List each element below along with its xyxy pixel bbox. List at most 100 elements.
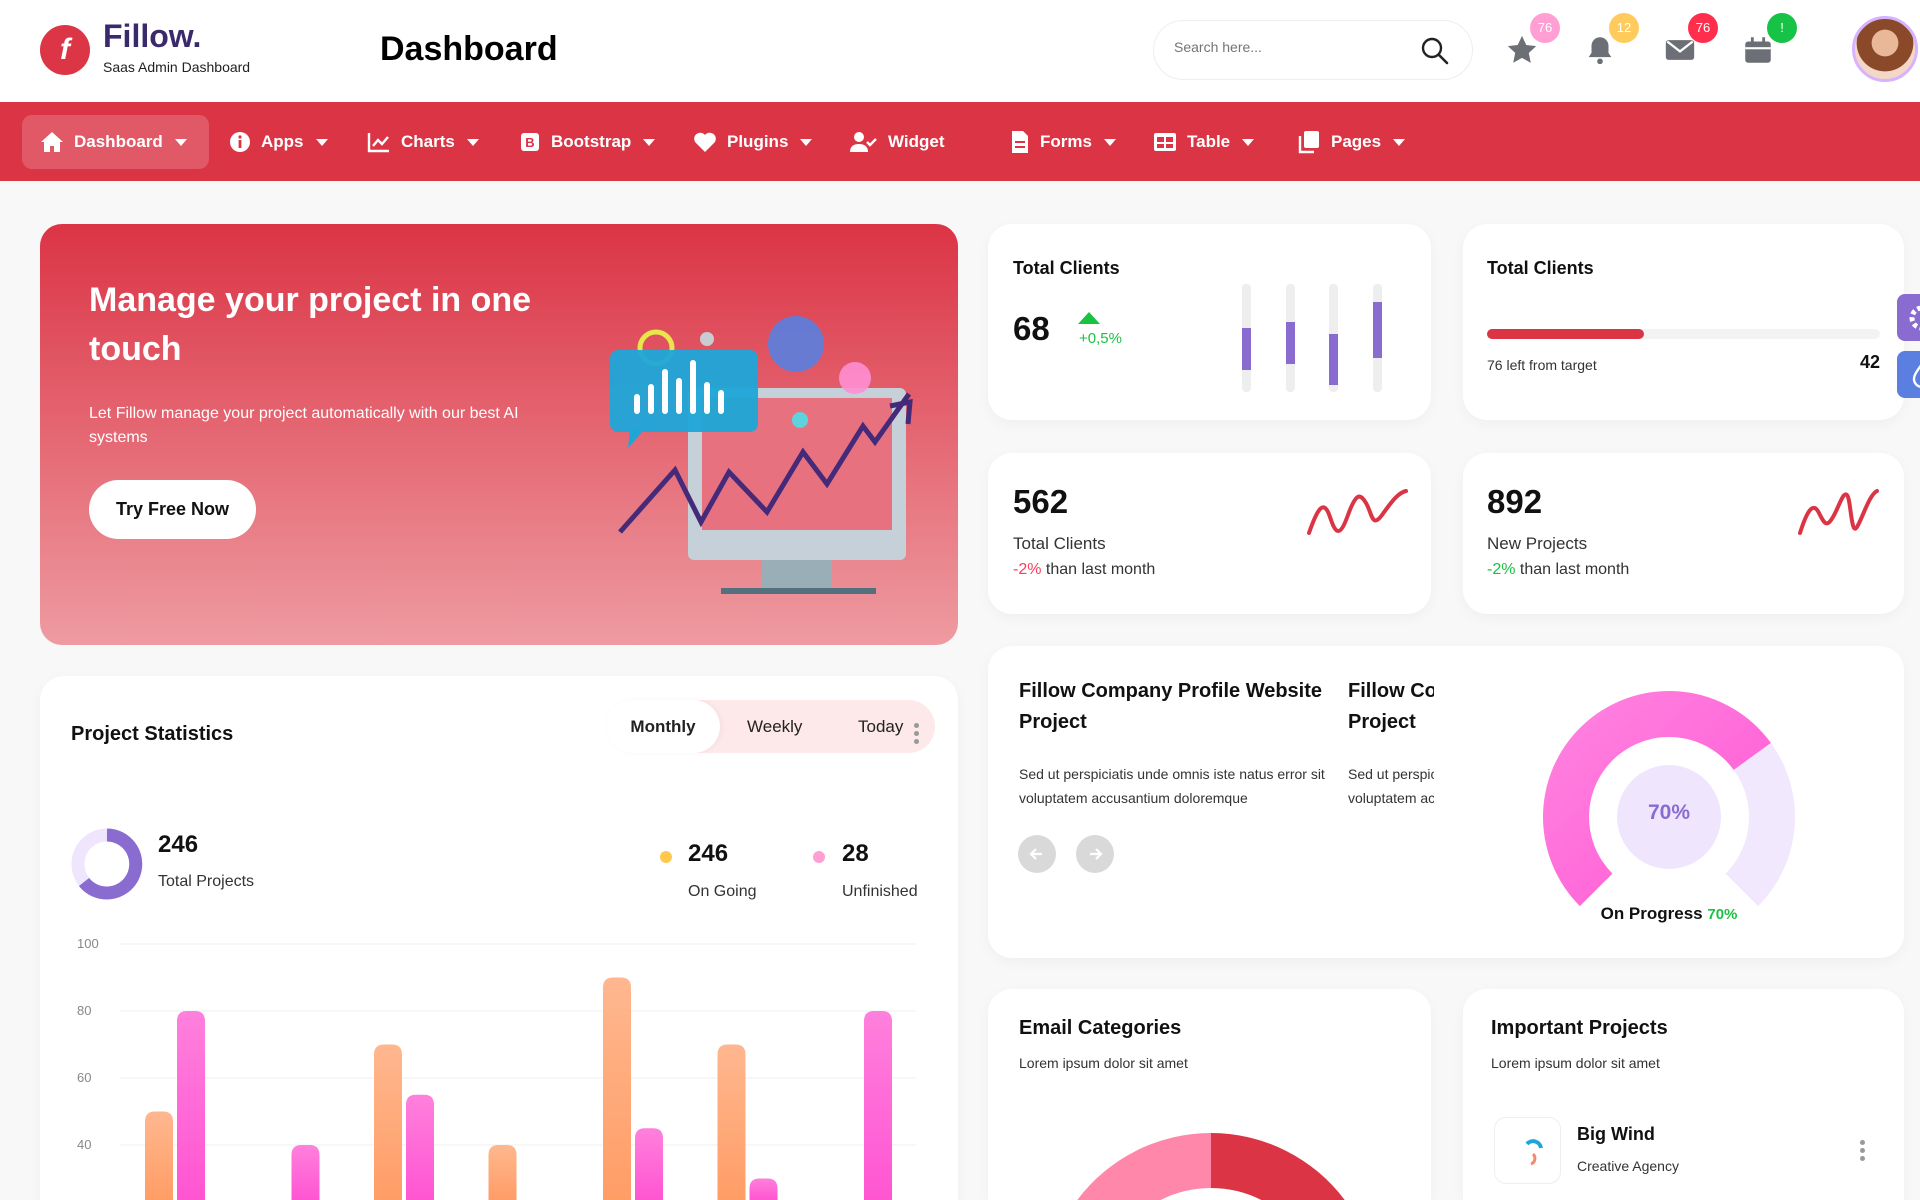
bar-series2-1[interactable] (177, 1011, 205, 1200)
gauge-fill (1543, 691, 1771, 907)
bar-series2-3[interactable] (406, 1094, 434, 1200)
nav-label: Apps (261, 132, 304, 151)
caret-down-icon (1103, 138, 1116, 146)
important-projects-card: Important Projects Lorem ipsum dolor sit… (1463, 989, 1904, 1200)
nav-bootstrap[interactable]: B Bootstrap (519, 115, 656, 169)
summary-value: 562 (1013, 483, 1069, 520)
caret-down-icon (174, 138, 187, 146)
nav-apps[interactable]: Apps (229, 115, 328, 169)
nav-charts[interactable]: Charts (367, 115, 479, 169)
next-slide-button[interactable] (1076, 835, 1114, 873)
project-category: Creative Agency (1577, 1158, 1679, 1174)
bell-badge: 12 (1609, 13, 1639, 43)
progress-label: On Progress (1600, 904, 1703, 923)
clients-change: +0,5% (1079, 330, 1122, 347)
target-value: 42 (1859, 352, 1880, 372)
bar-series1-5[interactable] (603, 977, 631, 1200)
bar-series2-7[interactable] (864, 1011, 892, 1200)
bar-series1-6[interactable] (717, 1044, 746, 1200)
theme-float-button[interactable] (1897, 351, 1920, 398)
star-badge: 76 (1530, 13, 1560, 43)
email-categories-card: Email Categories Lorem ipsum dolor sit a… (988, 989, 1431, 1200)
nav-widget[interactable]: Widget (850, 115, 945, 169)
search-input[interactable] (1174, 39, 1394, 55)
slide-description: Sed ut perspiciatis unde omnis iste natu… (1019, 766, 1325, 806)
search-icon[interactable] (1420, 36, 1450, 66)
nav-plugins[interactable]: Plugins (693, 115, 813, 169)
mail-icon[interactable] (1663, 33, 1697, 67)
mini-bar (1373, 302, 1382, 358)
donut-segment (1077, 1133, 1211, 1200)
statistics-menu-button[interactable] (914, 720, 919, 747)
settings-float-button[interactable] (1897, 294, 1920, 341)
gear-icon (1909, 305, 1920, 331)
slide-title: Fillow Company Profile Website Project (1019, 680, 1323, 733)
tab-weekly[interactable]: Weekly (747, 717, 803, 736)
unfinished-value: 28 (842, 840, 869, 867)
total-projects-value: 246 (158, 831, 199, 858)
copy-icon (1298, 131, 1319, 154)
summary-label: Total Clients (1013, 534, 1106, 553)
summary-change-row: -2% than last month (1013, 561, 1155, 579)
period-tabs: Monthly Weekly Today (606, 700, 935, 753)
bar-series2-5[interactable] (635, 1128, 663, 1200)
file-icon (1012, 131, 1028, 153)
progress-value: 70% (1707, 906, 1738, 923)
project-menu-button[interactable] (1860, 1137, 1865, 1164)
card-title: Total Clients (1487, 258, 1594, 278)
y-tick-label: 60 (77, 1070, 91, 1085)
star-icon[interactable] (1505, 33, 1539, 67)
big-wind-logo-icon (1518, 1138, 1543, 1167)
try-free-now-button[interactable]: Try Free Now (89, 480, 256, 539)
tab-today[interactable]: Today (858, 717, 904, 736)
bar-series2-6[interactable] (749, 1178, 778, 1200)
brand-name[interactable]: Fillow. (103, 18, 202, 54)
bar-series2-2[interactable] (291, 1145, 320, 1200)
brand-logo[interactable]: f (40, 25, 90, 75)
home-icon (41, 132, 63, 152)
prev-slide-button[interactable] (1018, 835, 1056, 873)
total-clients-summary-card: 562 Total Clients -2% than last month (988, 453, 1431, 614)
caret-down-icon (466, 138, 479, 146)
hero-description: Let Fillow manage your project automatic… (89, 405, 519, 446)
bell-icon[interactable] (1583, 33, 1617, 67)
summary-change: -2% (1487, 561, 1516, 578)
ongoing-label: On Going (688, 883, 757, 900)
caret-down-icon (1393, 138, 1406, 146)
nav-forms[interactable]: Forms (1010, 115, 1116, 169)
card-title: Project Statistics (71, 723, 234, 745)
droplet-icon (1912, 364, 1920, 388)
gauge-track (1725, 742, 1795, 907)
slide-title: Fillow Company Profile Website Project (1348, 680, 1434, 733)
nav-label: Dashboard (74, 132, 163, 151)
project-logo (1494, 1117, 1561, 1184)
hero-banner: Manage your project in one touch Let Fil… (40, 224, 958, 645)
calendar-icon[interactable] (1741, 33, 1775, 67)
card-title: Email Categories (1019, 1017, 1182, 1039)
target-progress-bar (1487, 329, 1880, 339)
slide-description: Sed ut perspiciatis unde omnis iste natu… (1348, 766, 1434, 806)
new-projects-card: 892 New Projects -2% than last month (1463, 453, 1904, 614)
tab-monthly[interactable]: Monthly (606, 700, 720, 753)
nav-pages[interactable]: Pages (1297, 115, 1406, 169)
slide: Fillow Company Profile Website Project S… (1348, 676, 1434, 810)
avatar[interactable] (1852, 16, 1918, 82)
card-title: Important Projects (1491, 1017, 1668, 1039)
arrow-right-icon (1090, 848, 1103, 860)
project-slider-card: Fillow Company Profile Website Project S… (988, 646, 1904, 958)
caret-down-icon (643, 138, 656, 146)
bar-series1-3[interactable] (374, 1044, 402, 1200)
nav-table[interactable]: Table (1153, 115, 1255, 169)
gauge-value: 70% (1647, 801, 1691, 824)
summary-change-suffix: than last month (1515, 561, 1630, 578)
nav-dashboard[interactable]: Dashboard (22, 115, 209, 169)
bar-series1-1[interactable] (145, 1111, 173, 1200)
mini-bar (1242, 328, 1251, 370)
bar-series1-4[interactable] (488, 1145, 517, 1200)
caret-down-icon (1242, 138, 1255, 146)
ongoing-value: 246 (688, 840, 729, 867)
target-card: Total Clients 76 left from target 42 (1463, 224, 1904, 420)
heart-icon (694, 132, 716, 152)
project-name[interactable]: Big Wind (1577, 1124, 1655, 1144)
target-progress-fill (1487, 329, 1645, 339)
